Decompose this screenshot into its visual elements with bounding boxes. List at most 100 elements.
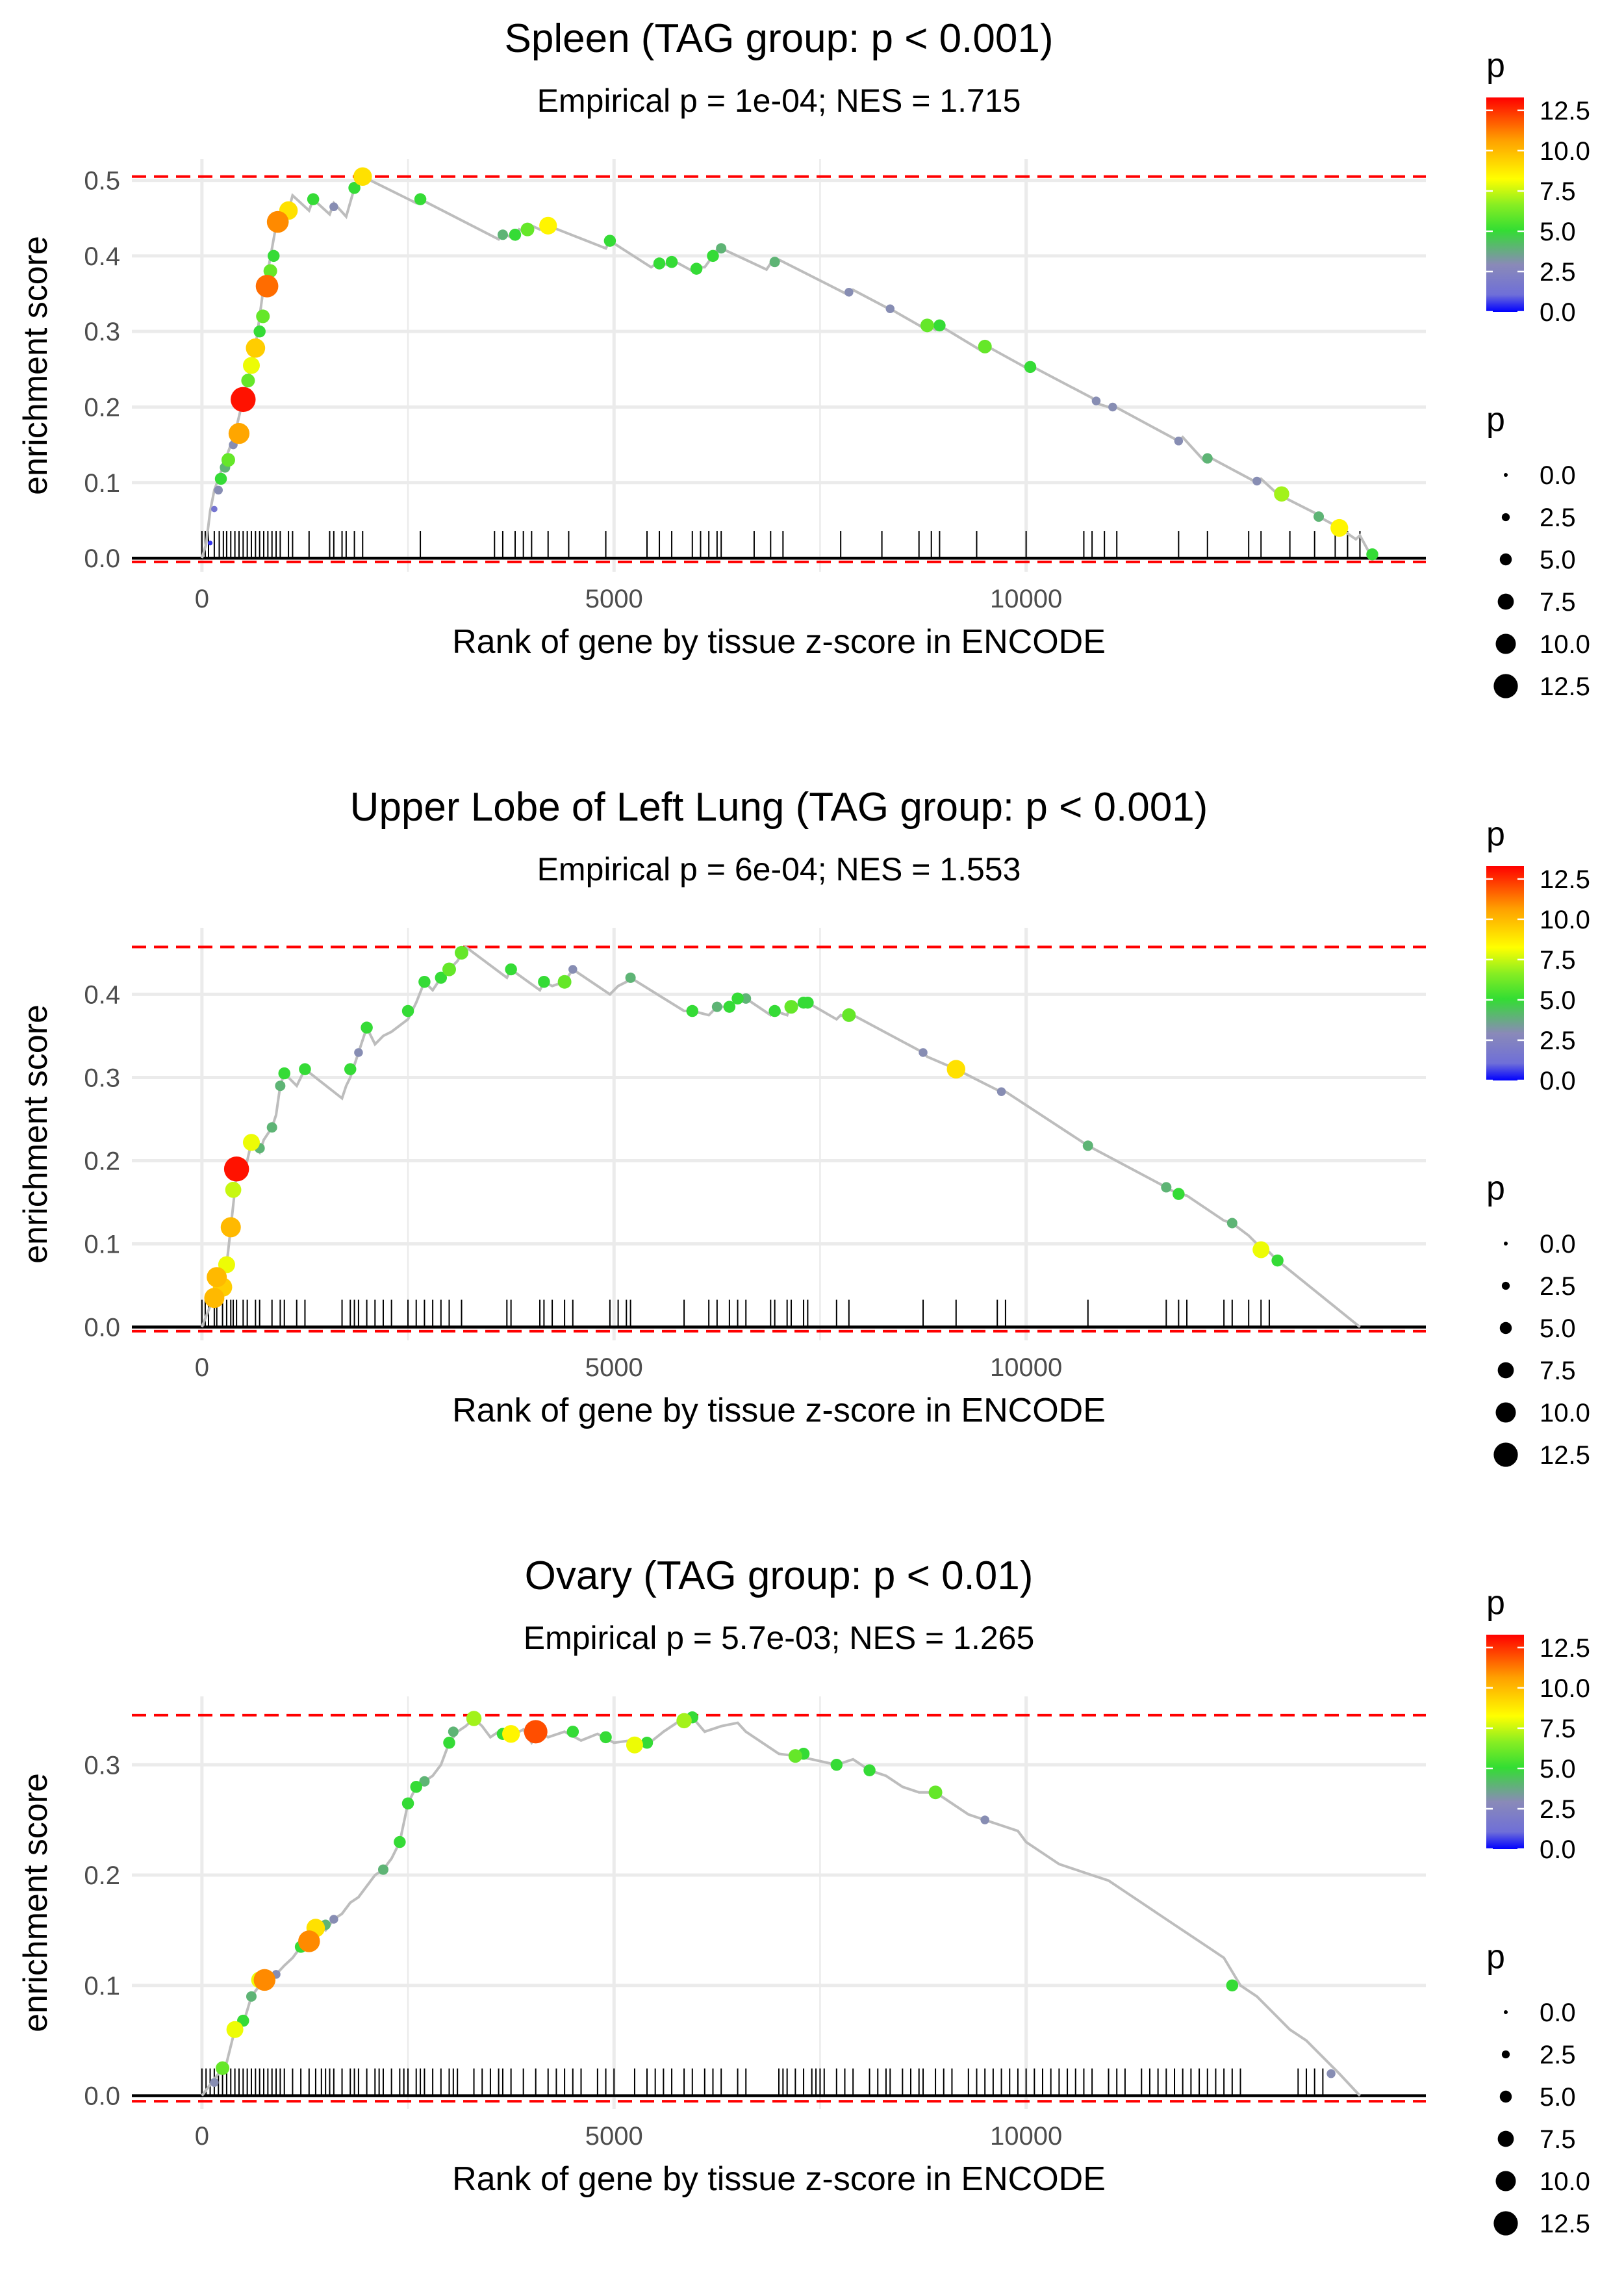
y-tick-label: 0.1 [84, 1972, 120, 2000]
y-axis-title: enrichment score [17, 236, 55, 495]
gene-point [1226, 1218, 1237, 1229]
enrichment-curve [200, 175, 1374, 559]
y-tick-label: 0.0 [84, 544, 120, 573]
gene-point [211, 505, 218, 513]
gene-point [625, 972, 636, 983]
size-legend-label: 2.5 [1540, 1272, 1576, 1301]
gene-point [723, 1001, 736, 1013]
gene-point [1091, 396, 1101, 405]
gene-point [266, 1122, 277, 1133]
size-legend-dot [1499, 553, 1512, 566]
size-legend-dot [1495, 1402, 1516, 1423]
panel-1: Spleen (TAG group: p < 0.001) Empirical p… [17, 16, 1590, 701]
enrichment-curve [201, 1716, 1361, 2097]
gene-point [1024, 361, 1037, 374]
size-legend-label: 7.5 [1540, 1357, 1576, 1385]
size-legend-dot [1493, 674, 1518, 698]
size-legend-label: 5.0 [1540, 1314, 1576, 1343]
gene-point [223, 1156, 249, 1182]
gene-point [253, 1969, 276, 1991]
gene-point [242, 1134, 260, 1151]
y-tick-label: 0.5 [84, 167, 120, 196]
size-legend-label: 12.5 [1540, 2210, 1590, 2238]
gene-point [716, 243, 727, 254]
gene-point [568, 965, 577, 974]
size-legend-dot [1501, 2050, 1510, 2059]
y-tick-label: 0.3 [84, 1064, 120, 1092]
x-axis-title: Rank of gene by tissue z-score in ENCODE [452, 623, 1106, 661]
size-legend-dot [1504, 473, 1508, 477]
size-legend-dot [1501, 513, 1510, 522]
gene-point [344, 1063, 357, 1075]
size-legend-title: p [1486, 1938, 1505, 1976]
x-tick-label: 10000 [990, 585, 1062, 613]
gene-point [626, 1736, 643, 1754]
gene-point [842, 1008, 856, 1022]
color-legend-label: 12.5 [1540, 865, 1590, 894]
x-tick-label: 0 [195, 2122, 209, 2151]
size-legend-label: 10.0 [1540, 2167, 1590, 2196]
y-tick-label: 0.3 [84, 318, 120, 346]
color-legend-label: 7.5 [1540, 946, 1576, 975]
gene-point [788, 1749, 802, 1763]
x-tick-label: 0 [195, 585, 209, 613]
gene-point [278, 1067, 290, 1080]
gene-point [844, 287, 854, 297]
gene-point [686, 1004, 699, 1017]
y-axis-title: enrichment score [17, 1004, 55, 1264]
size-legend-dot [1497, 593, 1514, 610]
x-tick-label: 5000 [585, 585, 643, 613]
gene-point [246, 338, 266, 358]
y-axis-title: enrichment score [17, 1773, 55, 2032]
gene-point [802, 996, 814, 1009]
gene-point [221, 453, 235, 467]
gene-point [653, 257, 666, 270]
gene-point [228, 423, 250, 444]
size-legend: p 0.0 2.5 5.0 7.5 10.0 12.5 [1486, 1938, 1590, 2238]
gene-point [299, 1063, 311, 1075]
gene-point [263, 264, 277, 278]
x-tick-label: 0 [195, 1353, 209, 1382]
gene-point [690, 262, 703, 275]
color-legend-title: p [1486, 815, 1505, 853]
gene-point [241, 374, 255, 388]
gene-point [242, 357, 260, 374]
gene-point [1274, 486, 1289, 502]
gene-point [1313, 511, 1325, 522]
gene-point [497, 229, 508, 240]
gene-point [216, 2061, 230, 2075]
x-tick-label: 10000 [990, 1353, 1062, 1382]
gene-point [731, 992, 744, 1005]
size-legend: p 0.0 2.5 5.0 7.5 10.0 12.5 [1486, 401, 1590, 701]
gene-point [255, 275, 279, 298]
gene-point [1173, 1188, 1185, 1200]
size-legend-dot [1504, 2010, 1508, 2014]
gene-point [980, 1815, 989, 1824]
gene-point [226, 2021, 244, 2038]
gene-point [207, 541, 213, 546]
gene-point [1226, 1979, 1239, 1992]
chart-title: Ovary (TAG group: p < 0.01) [525, 1553, 1034, 1598]
chart-subtitle: Empirical p = 6e-04; NES = 1.553 [537, 851, 1021, 888]
size-legend-label: 0.0 [1540, 1230, 1576, 1258]
gene-point [741, 993, 752, 1004]
gene-point [329, 202, 338, 212]
x-tick-label: 10000 [990, 2122, 1062, 2151]
gene-point [275, 1080, 286, 1092]
gene-point [928, 1785, 943, 1800]
size-legend-dot [1504, 1242, 1508, 1246]
gene-point [524, 1720, 548, 1744]
gene-point [307, 193, 320, 205]
gene-point [419, 1776, 430, 1787]
gene-point [394, 1835, 406, 1848]
color-legend-label: 5.0 [1540, 218, 1576, 246]
color-legend-title: p [1486, 47, 1505, 84]
color-legend-label: 2.5 [1540, 258, 1576, 287]
rug-marks [201, 2068, 1324, 2096]
gene-point [418, 975, 431, 988]
gene-point [768, 1004, 781, 1017]
gene-point [231, 387, 256, 413]
y-tick-label: 0.1 [84, 1230, 120, 1258]
gene-point [353, 167, 372, 186]
